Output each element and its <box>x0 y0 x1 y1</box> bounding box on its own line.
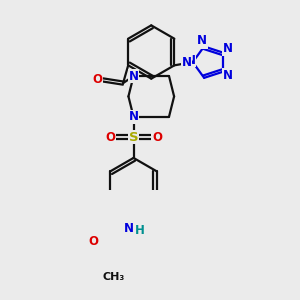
Text: N: N <box>197 34 207 47</box>
Text: N: N <box>182 56 191 69</box>
Text: H: H <box>135 224 145 237</box>
Text: O: O <box>88 235 98 248</box>
Text: N: N <box>223 42 233 55</box>
Text: S: S <box>129 130 138 143</box>
Text: N: N <box>198 35 208 49</box>
Text: O: O <box>152 130 162 143</box>
Text: O: O <box>93 74 103 86</box>
Text: O: O <box>105 130 115 143</box>
Text: N: N <box>128 110 139 123</box>
Text: N: N <box>123 223 134 236</box>
Text: N: N <box>128 70 139 83</box>
Text: N: N <box>223 69 233 82</box>
Text: CH₃: CH₃ <box>102 272 124 281</box>
Text: N: N <box>186 54 196 67</box>
